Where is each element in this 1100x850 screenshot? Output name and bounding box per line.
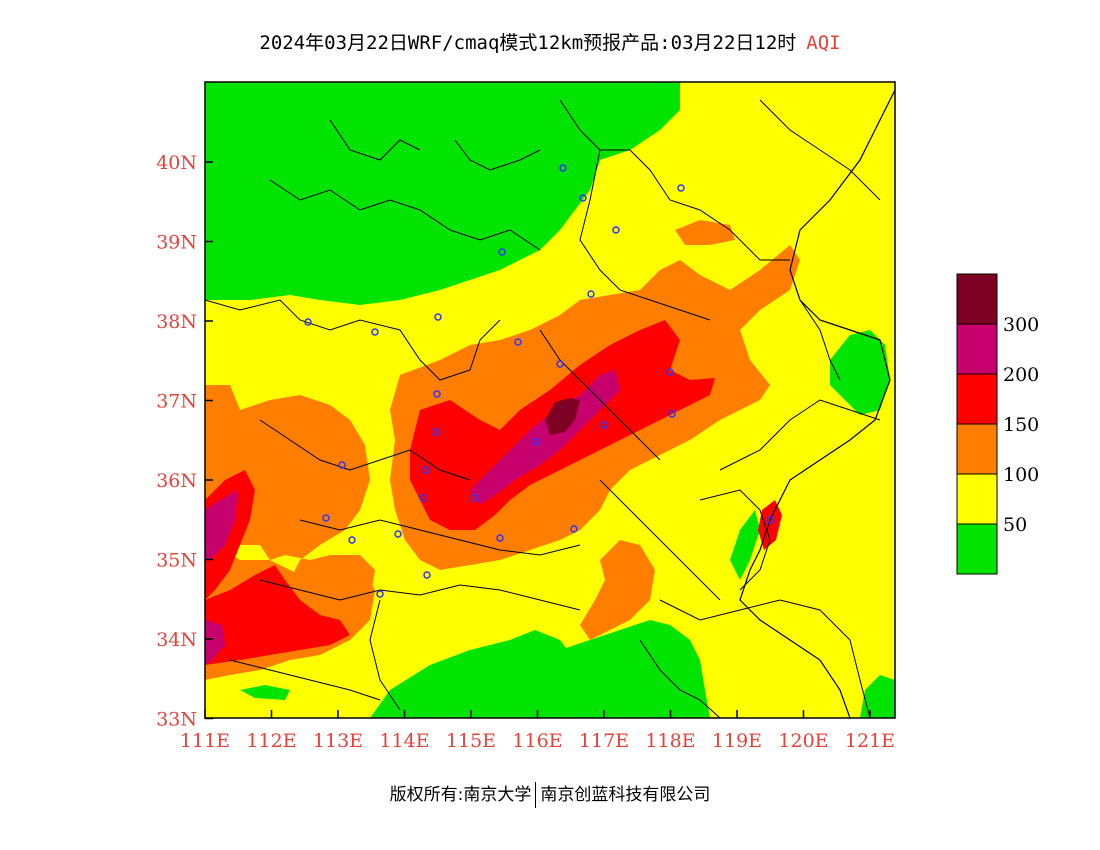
colorbar-label: 150 — [1003, 414, 1039, 436]
aqi-class-0-50-southeast — [540, 620, 710, 718]
longitude-axis: 111E 112E 113E 114E 115E 116E 117E 118E 119E 120E… — [180, 710, 895, 752]
copyright-right: 南京创蓝科技有限公司 — [540, 785, 711, 805]
aqi-class-100-150-ne — [675, 220, 735, 245]
lon-tick-label: 118E — [645, 730, 695, 752]
colorbar-swatch — [956, 473, 998, 525]
aqi-class-0-50-sw — [240, 685, 290, 700]
title-variable: AQI — [806, 32, 841, 54]
lon-tick-label: 121E — [845, 730, 895, 752]
colorbar-label: 100 — [1003, 464, 1039, 486]
footer-separator — [535, 782, 537, 808]
colorbar-swatch — [956, 523, 998, 575]
lon-tick-label: 119E — [712, 730, 762, 752]
aqi-field — [205, 82, 895, 718]
lat-tick-label: 35N — [156, 550, 197, 572]
lat-tick-label: 37N — [156, 391, 197, 413]
lon-tick-label: 114E — [379, 730, 429, 752]
colorbar-swatch — [956, 373, 998, 425]
colorbar-label: 200 — [1003, 364, 1039, 386]
latitude-axis: 40N 39N 38N 37N 36N 35N 34N 33N — [156, 152, 213, 731]
title-text: 2024年03月22日WRF/cmaq模式12km预报产品:03月22日12时 — [259, 32, 797, 54]
aqi-colorbar: 300 200 150 100 50 — [956, 273, 1039, 575]
lat-tick-label: 38N — [156, 311, 197, 333]
province-boundaries — [205, 99, 881, 718]
lon-tick-label: 111E — [180, 730, 230, 752]
aqi-class-150-200-south — [205, 565, 350, 665]
lat-tick-label: 40N — [156, 152, 197, 174]
lat-tick-label: 39N — [156, 232, 197, 254]
aqi-class-0-50-coast — [730, 510, 760, 580]
colorbar-swatch — [956, 423, 998, 475]
colorbar-swatch — [956, 273, 998, 325]
lat-tick-label: 34N — [156, 629, 197, 651]
lon-tick-label: 116E — [512, 730, 562, 752]
colorbar-label: 50 — [1003, 514, 1027, 536]
aqi-class-100-150-se — [580, 540, 655, 640]
aqi-class-200-300-central — [470, 370, 620, 505]
copyright-footer: 版权所有:南京大学 南京创蓝科技有限公司 — [0, 780, 1100, 808]
colorbar-swatch — [956, 323, 998, 375]
lon-tick-label: 115E — [446, 730, 496, 752]
map-title: 2024年03月22日WRF/cmaq模式12km预报产品:03月22日12时 A… — [0, 28, 1100, 55]
colorbar-label: 300 — [1003, 314, 1039, 336]
aqi-class-200-300-sw — [205, 620, 225, 665]
aqi-class-0-50-north — [205, 82, 680, 305]
aqi-class-200-300-west — [205, 490, 238, 560]
aqi-class-100-150-west — [205, 385, 375, 615]
aqi-class-300-plus — [545, 398, 580, 435]
aqi-class-0-50-east — [830, 330, 890, 415]
aqi-class-0-50-se2 — [860, 675, 895, 718]
lon-tick-label: 117E — [579, 730, 629, 752]
lat-tick-label: 36N — [156, 470, 197, 492]
coastline — [739, 89, 895, 718]
lon-tick-label: 120E — [778, 730, 828, 752]
station-markers — [304, 164, 774, 598]
lat-tick-label: 33N — [156, 709, 197, 731]
copyright-left: 版权所有:南京大学 — [389, 785, 532, 805]
lon-tick-label: 112E — [246, 730, 296, 752]
lon-tick-label: 113E — [313, 730, 363, 752]
